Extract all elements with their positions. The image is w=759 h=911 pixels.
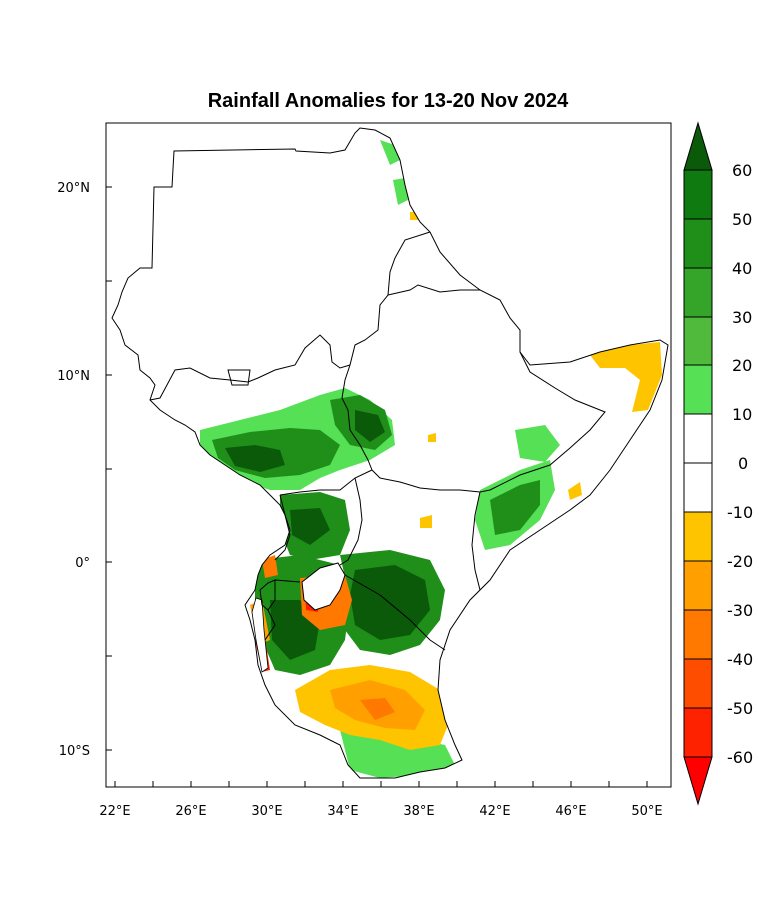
lat-axis-labels: 20°N 10°N 0° 10°S bbox=[57, 181, 90, 759]
border-uganda-drc bbox=[274, 494, 291, 561]
wet-region-ethiopia-border-peak bbox=[355, 410, 385, 442]
colorbar-label: -10 bbox=[727, 503, 753, 522]
axis-ticks bbox=[106, 186, 648, 787]
colorbar-segment bbox=[683, 364, 713, 415]
map-title: Rainfall Anomalies for 13-20 Nov 2024 bbox=[208, 90, 569, 112]
colorbar-label: 40 bbox=[732, 259, 752, 278]
colorbar-label: 0 bbox=[738, 454, 748, 473]
lon-label: 30°E bbox=[251, 804, 282, 819]
lat-label: 10°N bbox=[57, 369, 90, 384]
colorbar-label: 10 bbox=[732, 405, 752, 424]
wet-region-ethiopia-southeast bbox=[515, 425, 560, 462]
lon-label: 22°E bbox=[99, 804, 130, 819]
darfur-notch bbox=[227, 369, 251, 386]
colorbar-segment bbox=[683, 462, 713, 513]
lat-label: 10°S bbox=[59, 744, 90, 759]
colorbar bbox=[683, 121, 713, 806]
colorbar-segment bbox=[683, 707, 713, 758]
dry-region-somalia-north bbox=[590, 342, 662, 412]
border-uganda-kenya bbox=[339, 477, 363, 566]
colorbar-label: -60 bbox=[727, 748, 753, 767]
lon-label: 46°E bbox=[555, 804, 586, 819]
colorbar-label: -40 bbox=[727, 650, 753, 669]
dry-region-tanzania-south-peak bbox=[360, 698, 395, 720]
border-rwanda-burundi bbox=[259, 579, 276, 611]
border-tanzania-kenya bbox=[344, 574, 446, 651]
colorbar-segment bbox=[683, 316, 713, 366]
border-sudan-eritrea bbox=[349, 231, 431, 366]
border-ethiopia-south-sudan bbox=[341, 364, 373, 471]
colorbar-labels: 60 50 40 30 20 10 0 -10 -20 -30 -40 -50 … bbox=[727, 161, 753, 767]
border-south-sudan-uganda bbox=[279, 469, 373, 496]
lon-axis-labels: 22°E 26°E 30°E 34°E 38°E 42°E 46°E 50°E bbox=[99, 804, 662, 819]
colorbar-label: 60 bbox=[732, 161, 752, 180]
lon-label: 34°E bbox=[327, 804, 358, 819]
lon-label: 42°E bbox=[479, 804, 510, 819]
anomaly-field bbox=[200, 140, 662, 778]
border-tanzania-west bbox=[264, 579, 301, 641]
colorbar-segment bbox=[683, 267, 713, 318]
colorbar-segment bbox=[683, 413, 713, 464]
border-ethiopia-somalia bbox=[479, 351, 606, 493]
wet-region-south-sudan-peak bbox=[225, 445, 285, 472]
lake-victoria bbox=[301, 562, 346, 611]
border-eritrea-ethiopia bbox=[387, 284, 480, 296]
colorbar-segment bbox=[683, 609, 713, 660]
colorbar-label: 20 bbox=[732, 356, 752, 375]
colorbar-segment bbox=[683, 511, 713, 562]
wet-region-eritrea bbox=[393, 178, 408, 205]
wet-region-uganda-peak bbox=[290, 508, 330, 545]
colorbar-label: -50 bbox=[727, 699, 753, 718]
lat-label: 0° bbox=[75, 556, 90, 571]
lon-label: 50°E bbox=[631, 804, 662, 819]
colorbar-segment bbox=[683, 560, 713, 611]
country-borders bbox=[111, 127, 669, 779]
lat-label: 20°N bbox=[57, 181, 90, 196]
dry-region-somalia-east bbox=[568, 482, 582, 500]
colorbar-top-arrow bbox=[683, 121, 713, 171]
lon-label: 26°E bbox=[175, 804, 206, 819]
dry-region-kenya-small bbox=[420, 515, 432, 528]
colorbar-segment bbox=[683, 169, 713, 220]
colorbar-label: -30 bbox=[727, 601, 753, 620]
colorbar-label: -20 bbox=[727, 552, 753, 571]
colorbar-segment bbox=[683, 658, 713, 709]
border-kenya-ethiopia bbox=[371, 469, 481, 493]
wet-region-kenya-peak bbox=[350, 565, 430, 640]
wet-region-northeast-kenya-core bbox=[490, 480, 540, 535]
colorbar-segment bbox=[683, 218, 713, 269]
border-sudan-south-sudan bbox=[149, 334, 351, 401]
lon-label: 38°E bbox=[403, 804, 434, 819]
dry-region-ethiopia-small bbox=[428, 433, 436, 442]
colorbar-label: 50 bbox=[732, 210, 752, 229]
colorbar-label: 30 bbox=[732, 308, 752, 327]
colorbar-bottom-arrow bbox=[683, 756, 713, 806]
border-kenya-somalia bbox=[471, 491, 481, 591]
